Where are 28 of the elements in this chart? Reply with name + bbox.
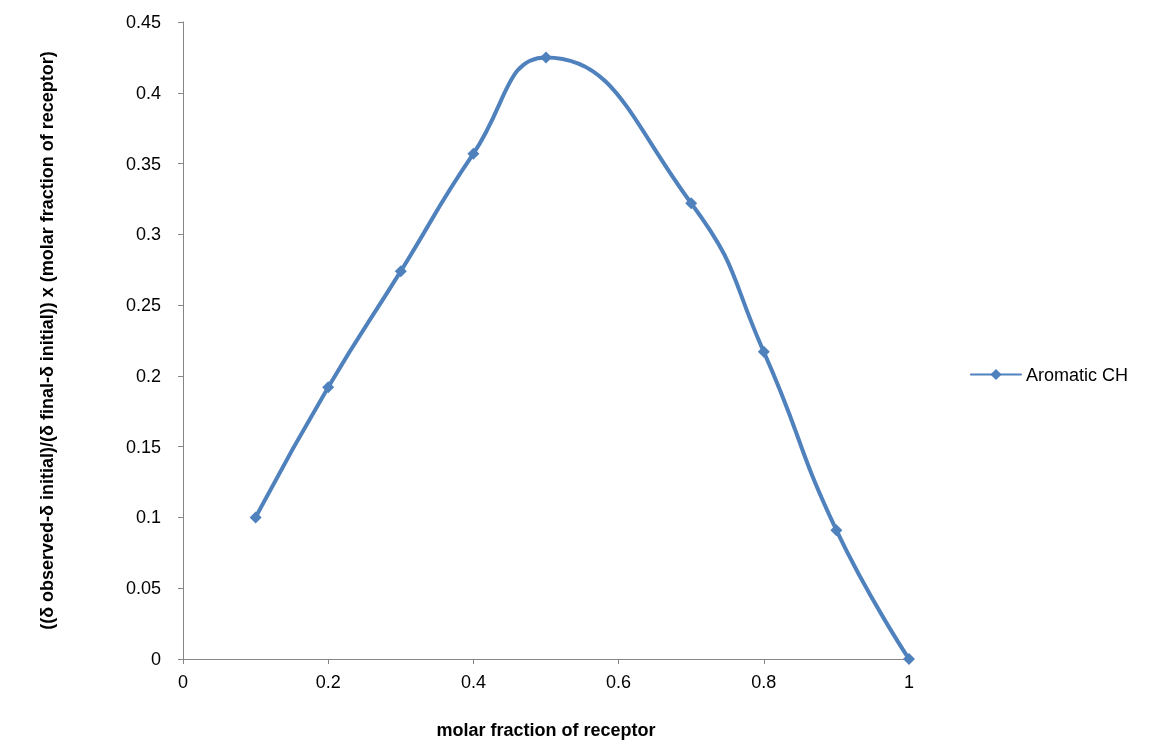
point (394, 265, 407, 278)
y-tick-label: 0 (150, 649, 161, 669)
y-tick-label: 0.15 (125, 436, 161, 457)
y-tick-label: 0.2 (135, 365, 161, 386)
point (249, 511, 262, 524)
point (540, 51, 552, 64)
point (757, 345, 770, 358)
legend-label: Aromatic CH (1025, 364, 1128, 385)
x-tick-label: 1 (903, 672, 915, 692)
point (685, 197, 698, 210)
y-tick-label: 0.35 (125, 153, 161, 174)
y-tick-label: 0.4 (135, 82, 161, 103)
y-tick-label: 0.25 (125, 295, 161, 316)
y-tick-label: 0.1 (135, 507, 161, 528)
x-tick-label: 0.8 (751, 672, 777, 692)
y-axis-title: ((δ observed-δ initial)/(δ final-δ initial)) x (molar fraction of receptor) (37, 51, 57, 630)
x-axis-title: molar fraction of receptor (436, 720, 656, 740)
y-tick-label: 0.05 (125, 578, 161, 599)
x-tick-label: 0.4 (460, 672, 486, 692)
point (467, 147, 480, 160)
y-tick-label: 0.3 (135, 224, 161, 245)
point (903, 653, 915, 665)
point (322, 381, 335, 394)
point (830, 524, 843, 537)
x-tick-label: 0 (177, 672, 189, 692)
x-tick-label: 0.2 (315, 672, 341, 692)
y-tick-label: 0.45 (125, 12, 161, 32)
x-tick-label: 0.6 (606, 672, 632, 692)
